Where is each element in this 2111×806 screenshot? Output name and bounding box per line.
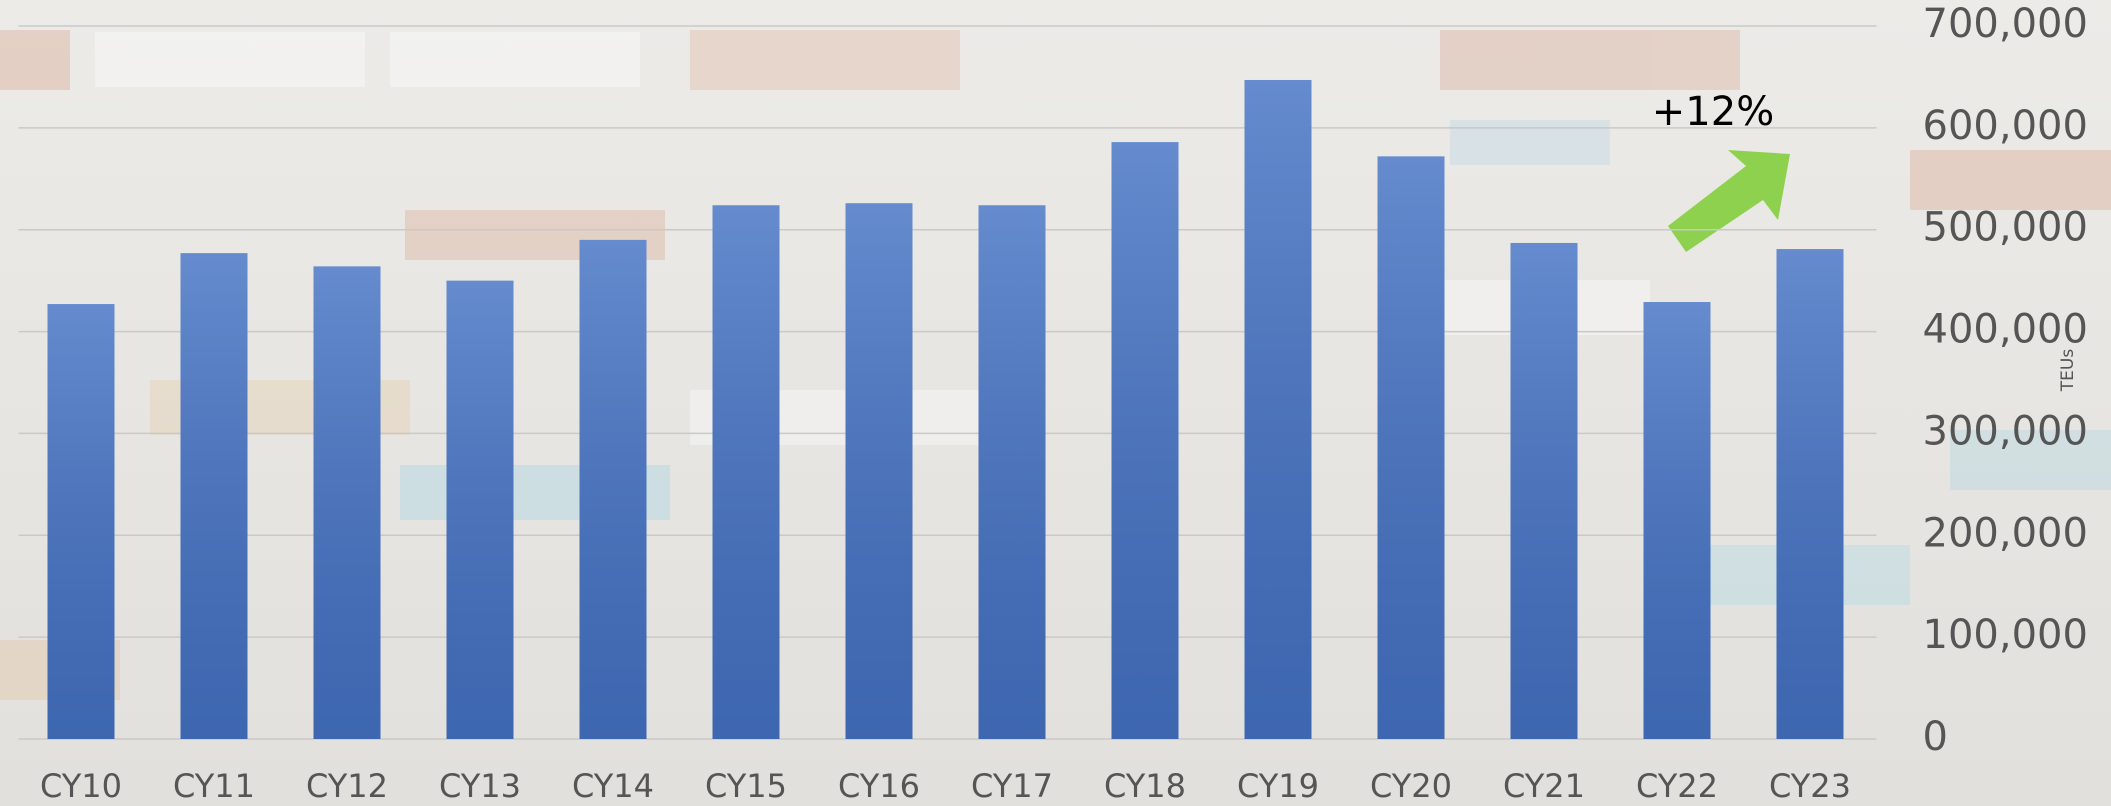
y-tick-label: 400,000 xyxy=(1923,307,2088,353)
bar-shade xyxy=(846,203,913,739)
bar-shade xyxy=(1378,156,1445,739)
y-tick-label: 700,000 xyxy=(1923,1,2088,47)
bar-shade xyxy=(314,266,381,739)
bar-shade xyxy=(48,304,115,739)
bar-shade xyxy=(1245,80,1312,739)
x-tick-label: CY12 xyxy=(306,767,388,805)
y-tick-label: 100,000 xyxy=(1923,612,2088,658)
bar-shade xyxy=(181,253,248,739)
x-tick-label: CY23 xyxy=(1769,767,1851,805)
x-tick-label: CY21 xyxy=(1503,767,1585,805)
y-tick-label: 500,000 xyxy=(1923,205,2088,251)
bar-shade xyxy=(1777,249,1844,739)
x-tick-label: CY11 xyxy=(173,767,255,805)
x-tick-label: CY13 xyxy=(439,767,521,805)
bar-shade xyxy=(447,281,514,739)
x-tick-label: CY17 xyxy=(971,767,1053,805)
x-tick-label: CY10 xyxy=(40,767,122,805)
bar-shade xyxy=(713,205,780,739)
x-tick-label: CY19 xyxy=(1237,767,1319,805)
y-tick-label: 600,000 xyxy=(1923,103,2088,149)
x-tick-label: CY16 xyxy=(838,767,920,805)
chart: TEUs +12% 0100,000200,000300,000400,0005… xyxy=(0,0,2111,806)
x-tick-label: CY14 xyxy=(572,767,654,805)
x-tick-label: CY22 xyxy=(1636,767,1718,805)
y-tick-label: 300,000 xyxy=(1923,408,2088,454)
x-tick-label: CY20 xyxy=(1370,767,1452,805)
bar-shade xyxy=(580,240,647,739)
bar-shade xyxy=(1112,142,1179,739)
bar-shade xyxy=(1644,302,1711,739)
y-tick-label: 200,000 xyxy=(1923,510,2088,556)
page: TEUs +12% 0100,000200,000300,000400,0005… xyxy=(0,0,2111,806)
bar-shade xyxy=(1511,243,1578,739)
x-tick-label: CY18 xyxy=(1104,767,1186,805)
bar-shade xyxy=(979,205,1046,739)
x-tick-label: CY15 xyxy=(705,767,787,805)
y-axis-label: TEUs xyxy=(2058,349,2078,393)
y-tick-label: 0 xyxy=(1923,714,1948,760)
